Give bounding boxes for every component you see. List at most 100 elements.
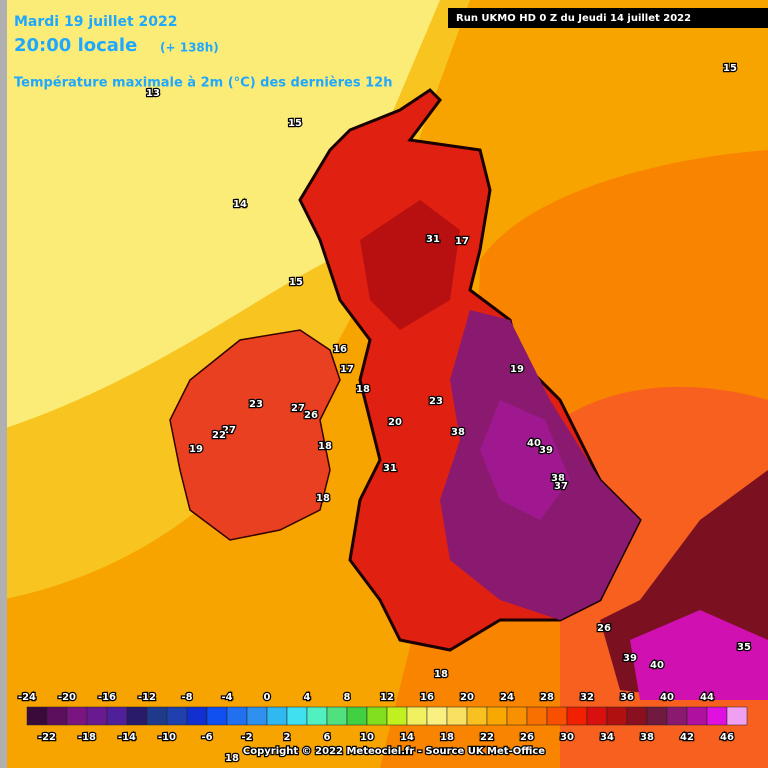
temperature-label: 23 — [429, 396, 443, 407]
legend-swatch — [406, 706, 428, 726]
temperature-label: 15 — [288, 118, 302, 129]
temperature-label: 13 — [146, 88, 160, 99]
legend-label: 4 — [304, 692, 311, 703]
temperature-label: 17 — [340, 364, 354, 375]
legend-label: 2 — [284, 732, 291, 743]
legend-swatch — [666, 706, 688, 726]
legend-label: 30 — [560, 732, 574, 743]
legend-swatch — [706, 706, 728, 726]
temperature-label: 23 — [249, 399, 263, 410]
legend-swatch — [126, 706, 148, 726]
legend-swatch — [426, 706, 448, 726]
legend-swatch — [106, 706, 128, 726]
legend-swatch — [546, 706, 568, 726]
temperature-label: 26 — [597, 623, 611, 634]
legend-swatch — [466, 706, 488, 726]
temperature-label: 40 — [527, 438, 541, 449]
run-box — [448, 8, 768, 28]
legend-swatch — [686, 706, 708, 726]
legend-swatch — [586, 706, 608, 726]
legend-swatch — [186, 706, 208, 726]
legend-label: -2 — [241, 732, 252, 743]
legend-label: 26 — [520, 732, 534, 743]
legend-label: 40 — [660, 692, 674, 703]
hottest — [480, 400, 570, 520]
hot-core — [360, 200, 460, 330]
left-border — [0, 0, 7, 768]
temperature-label: 19 — [189, 444, 203, 455]
legend-label: 16 — [420, 692, 434, 703]
legend-swatch — [226, 706, 248, 726]
temperature-label: 27 — [291, 403, 305, 414]
france-hot — [630, 610, 768, 700]
copyright: Copyright © 2022 Meteociel.fr - Source U… — [243, 746, 545, 757]
legend-swatch — [206, 706, 228, 726]
legend-label: 38 — [640, 732, 654, 743]
legend-swatch — [246, 706, 268, 726]
legend-label: -16 — [98, 692, 116, 703]
legend-label: -8 — [181, 692, 192, 703]
temperature-label: 15 — [723, 63, 737, 74]
legend-label: 20 — [460, 692, 474, 703]
temperature-label: 31 — [426, 234, 440, 245]
legend-label: 36 — [620, 692, 634, 703]
legend-label: -20 — [58, 692, 76, 703]
legend-swatch — [66, 706, 88, 726]
temperature-label: 20 — [388, 417, 402, 428]
temperature-label: 18 — [356, 384, 370, 395]
legend-swatch — [566, 706, 588, 726]
temperature-label: 39 — [623, 653, 637, 664]
temperature-label: 35 — [737, 642, 751, 653]
legend-label: -12 — [138, 692, 156, 703]
legend-swatch — [26, 706, 48, 726]
temperature-label: 18 — [316, 493, 330, 504]
legend-label: -4 — [221, 692, 232, 703]
legend-swatch — [606, 706, 628, 726]
legend-swatch — [286, 706, 308, 726]
parameter: Température maximale à 2m (°C) des derni… — [14, 76, 392, 91]
legend-label: 12 — [380, 692, 394, 703]
legend-label: 32 — [580, 692, 594, 703]
legend-swatch — [486, 706, 508, 726]
legend-label: 22 — [480, 732, 494, 743]
legend-swatch — [526, 706, 548, 726]
legend-label: -24 — [18, 692, 36, 703]
ireland — [169, 329, 341, 541]
legend-label: 24 — [500, 692, 514, 703]
legend-label: -10 — [158, 732, 176, 743]
lead-time: (+ 138h) — [160, 41, 219, 55]
legend-label: 14 — [400, 732, 414, 743]
temperature-label: 18 — [225, 753, 239, 764]
temperature-label: 26 — [304, 410, 318, 421]
temperature-label: 22 — [212, 430, 226, 441]
legend-label: 10 — [360, 732, 374, 743]
temperature-label: 14 — [233, 199, 247, 210]
legend-swatch — [46, 706, 68, 726]
temperature-label: 37 — [554, 481, 568, 492]
legend-label: 18 — [440, 732, 454, 743]
temperature-label: 38 — [451, 427, 465, 438]
legend-label: 46 — [720, 732, 734, 743]
temperature-label: 38 — [551, 473, 565, 484]
legend-label: 34 — [600, 732, 614, 743]
legend-label: -6 — [201, 732, 212, 743]
legend-swatch — [366, 706, 388, 726]
legend-label: -18 — [78, 732, 96, 743]
legend-label: 0 — [264, 692, 271, 703]
legend-label: 44 — [700, 692, 714, 703]
legend-swatch — [386, 706, 408, 726]
legend-swatch — [346, 706, 368, 726]
temperature-label: 40 — [650, 660, 664, 671]
legend-swatch — [626, 706, 648, 726]
legend-swatch — [506, 706, 528, 726]
legend-swatch — [726, 706, 748, 726]
legend-swatch — [266, 706, 288, 726]
legend-label: -22 — [38, 732, 56, 743]
temperature-label: 15 — [289, 277, 303, 288]
temperature-label: 31 — [383, 463, 397, 474]
temperature-label: 39 — [539, 445, 553, 456]
legend-swatch — [306, 706, 328, 726]
